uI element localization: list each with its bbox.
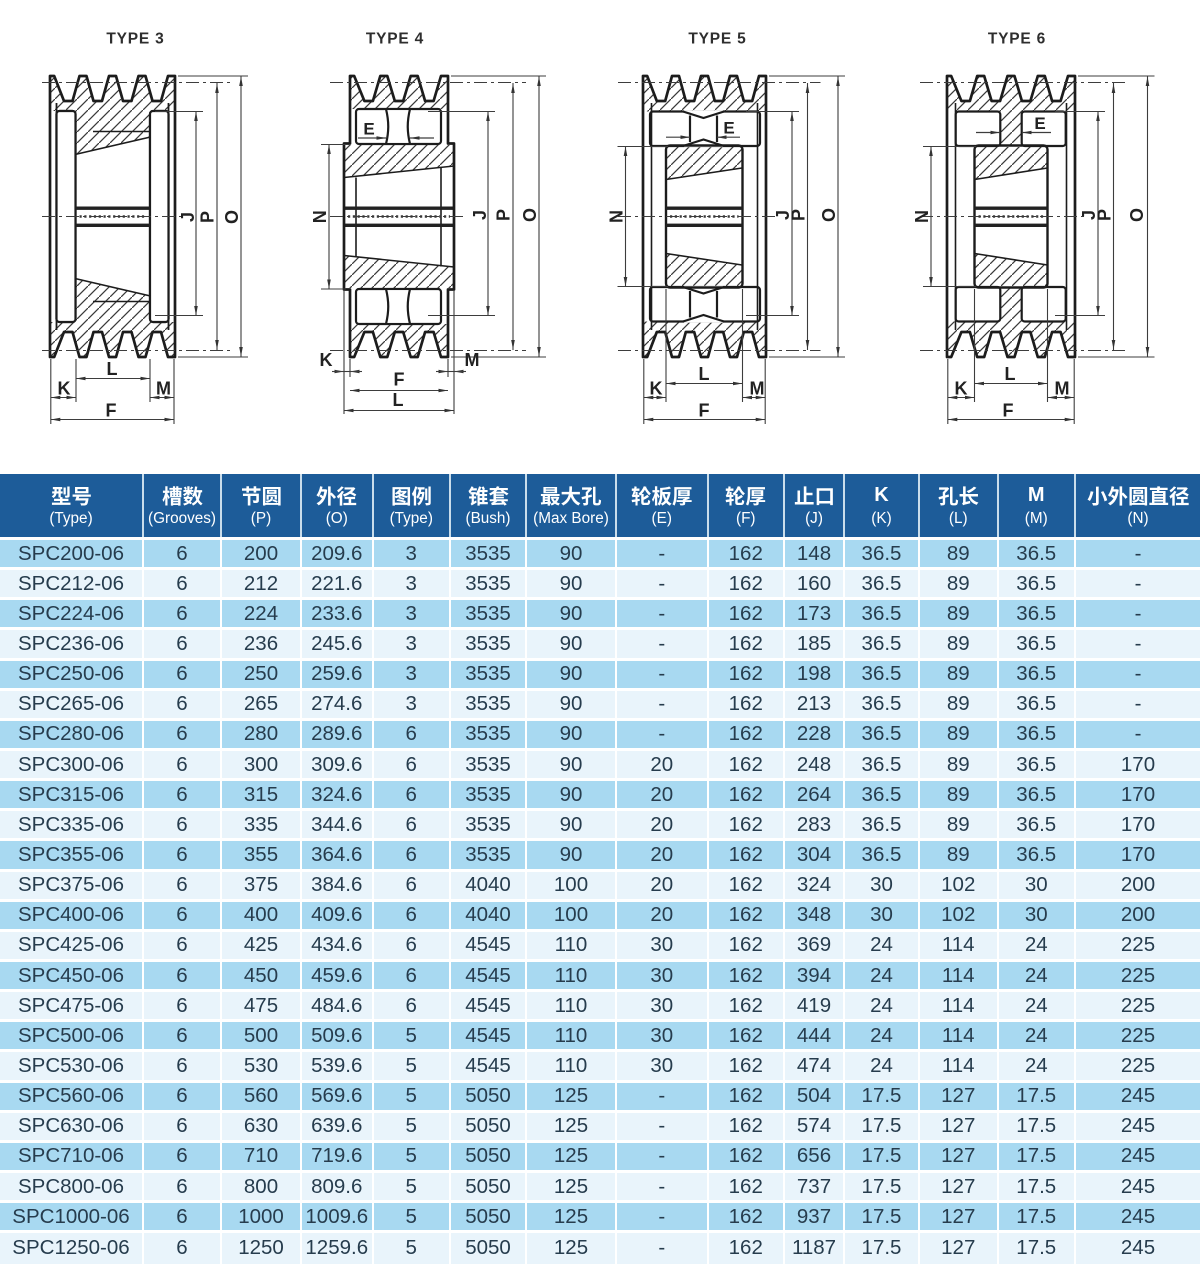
svg-text:M: M [1055,379,1070,399]
svg-text:O: O [520,208,540,222]
svg-text:E: E [1034,114,1045,133]
svg-text:K: K [58,379,71,399]
svg-text:O: O [222,210,242,224]
svg-text:L: L [699,364,710,384]
svg-text:L: L [1005,364,1016,384]
svg-text:K: K [955,379,968,399]
svg-text:E: E [723,119,734,138]
svg-text:N: N [310,210,330,223]
svg-text:N: N [607,210,627,223]
svg-text:F: F [394,370,405,390]
svg-text:F: F [699,401,710,421]
svg-text:N: N [912,210,932,223]
svg-text:M: M [465,350,480,370]
svg-text:M: M [156,379,171,399]
svg-text:K: K [320,350,333,370]
svg-text:J: J [1079,210,1099,220]
svg-text:J: J [470,210,490,220]
svg-text:TYPE 5: TYPE 5 [688,31,746,48]
svg-text:L: L [107,359,118,379]
svg-text:M: M [750,379,765,399]
svg-text:O: O [1127,208,1147,222]
svg-text:J: J [773,210,793,220]
svg-text:P: P [198,211,218,223]
svg-text:K: K [650,379,663,399]
svg-text:F: F [106,401,117,421]
svg-text:P: P [1095,209,1115,221]
svg-text:O: O [819,208,839,222]
svg-text:TYPE 6: TYPE 6 [988,31,1046,48]
svg-text:P: P [789,209,809,221]
svg-text:E: E [363,120,374,139]
svg-text:L: L [393,390,404,410]
svg-text:TYPE 3: TYPE 3 [106,31,164,48]
svg-text:P: P [494,209,514,221]
svg-text:F: F [1003,401,1014,421]
svg-text:J: J [178,212,198,222]
svg-text:TYPE 4: TYPE 4 [366,31,424,48]
